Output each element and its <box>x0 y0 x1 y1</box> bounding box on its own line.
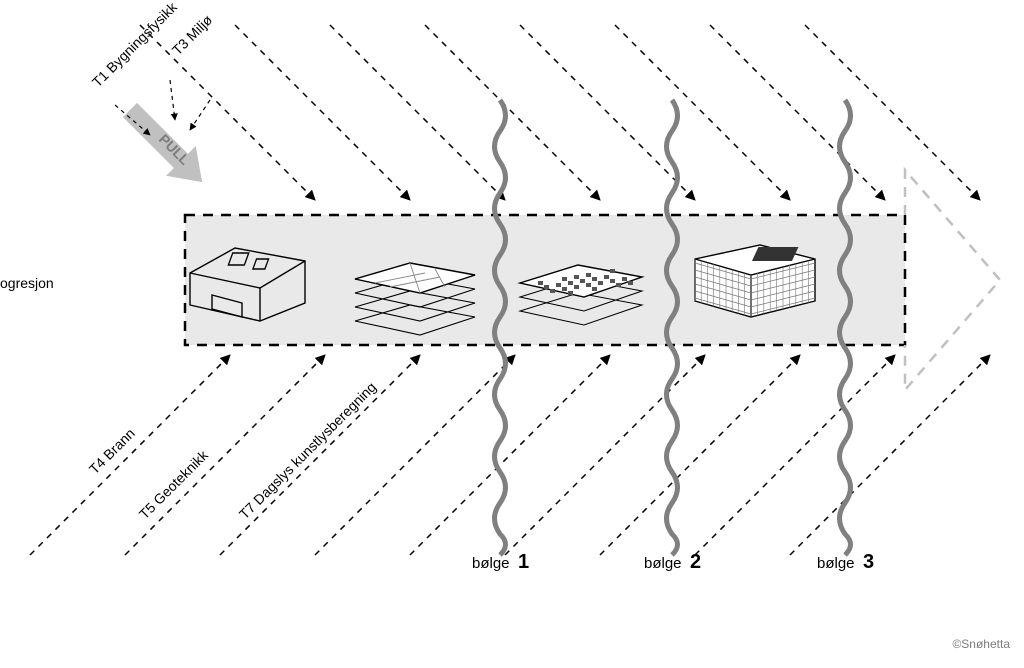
label-t4: T4 Brann <box>86 425 138 477</box>
wave-label-prefix: bølge <box>817 555 855 572</box>
arrow-band-head <box>905 170 1000 390</box>
left-axis-label: ogresjon <box>0 275 54 291</box>
label-t5: T5 Geoteknikk <box>136 446 212 522</box>
bottom-diagonal-lines <box>30 355 990 555</box>
label-t7: T7 Dagslys kunstlysberegning <box>236 379 379 522</box>
pull-arrow-group: PULL <box>115 80 217 197</box>
diagram-root: PULL bølge 1bølge 2bølge 3 T1 Bygningsfy… <box>0 0 1024 668</box>
wave-label-number: 3 <box>863 551 874 573</box>
wave-label-group: bølge 3 <box>817 551 874 573</box>
label-t1: T1 Bygningsfysikk <box>89 0 181 90</box>
wave-label-group: bølge 2 <box>644 551 701 573</box>
credit-text: ©Snøhetta <box>952 637 1010 651</box>
pull-feeder-arrows <box>115 80 210 135</box>
wave-label-number: 1 <box>518 551 529 573</box>
wave-label-prefix: bølge <box>472 555 510 572</box>
top-diagonal-lines <box>140 25 980 200</box>
wave-label-number: 2 <box>690 551 701 573</box>
stage-icon-4 <box>695 245 815 317</box>
wave-label-group: bølge 1 <box>472 551 529 573</box>
label-t3: T3 Miljø <box>169 11 216 58</box>
wave-label-prefix: bølge <box>644 555 682 572</box>
